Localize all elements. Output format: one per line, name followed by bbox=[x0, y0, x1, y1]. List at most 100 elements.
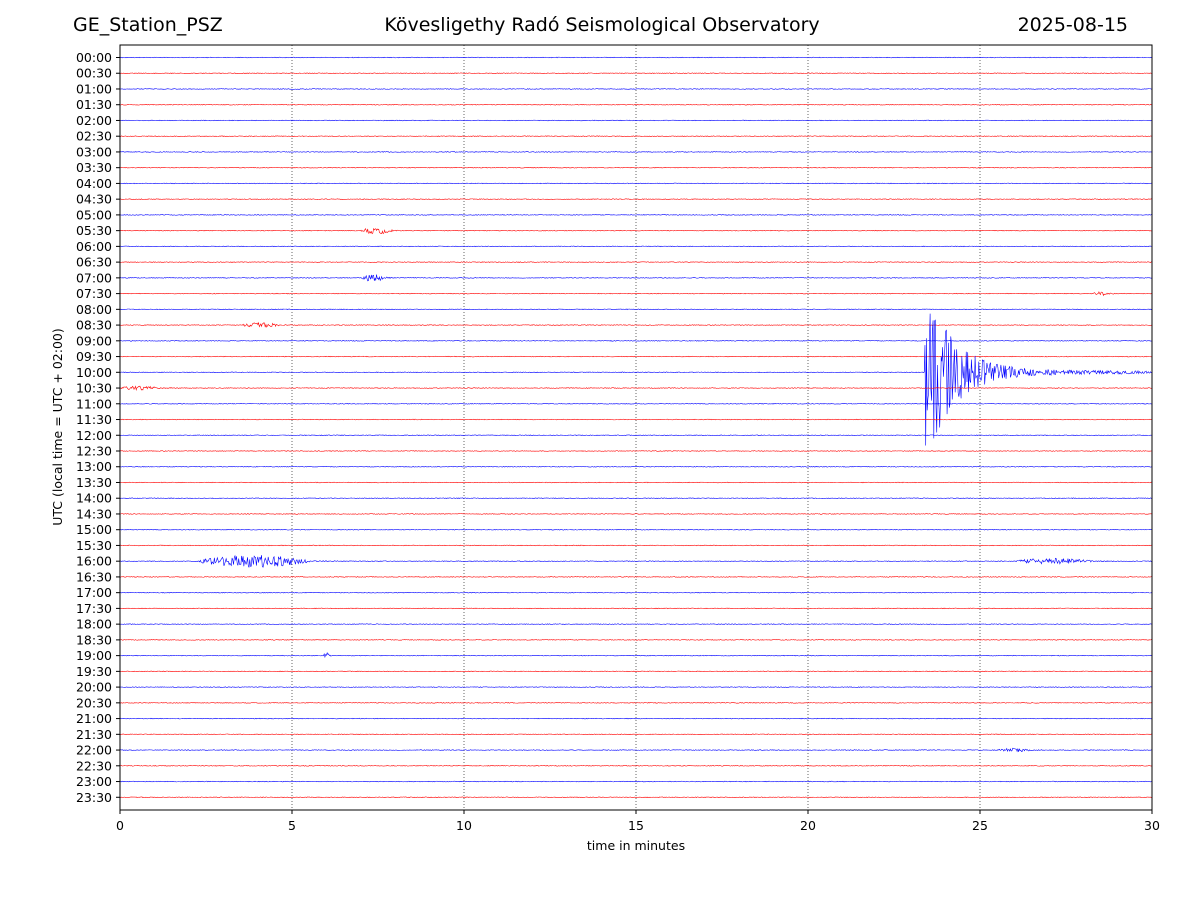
row-label-18:00: 18:00 bbox=[76, 617, 112, 632]
trace-15:00 bbox=[119, 528, 1153, 531]
x-tick-label-20: 20 bbox=[800, 818, 816, 833]
row-label-18:30: 18:30 bbox=[76, 632, 112, 647]
x-tick-label-0: 0 bbox=[116, 818, 124, 833]
trace-14:30 bbox=[119, 513, 1153, 515]
row-label-16:30: 16:30 bbox=[76, 569, 112, 584]
trace-04:00 bbox=[119, 182, 1153, 185]
row-label-13:00: 13:00 bbox=[76, 459, 112, 474]
trace-12:00 bbox=[119, 434, 1153, 436]
row-label-12:00: 12:00 bbox=[76, 428, 112, 443]
x-tick-label-5: 5 bbox=[288, 818, 296, 833]
trace-00:30 bbox=[119, 72, 1153, 74]
trace-20:30 bbox=[119, 702, 1153, 704]
trace-00:00 bbox=[119, 56, 1153, 59]
x-ticks: 0 5 10 15 20 25 30 bbox=[116, 810, 1160, 833]
trace-04:30 bbox=[119, 198, 1153, 200]
trace-17:30 bbox=[119, 607, 1153, 610]
trace-18:30 bbox=[119, 639, 1153, 641]
row-label-09:00: 09:00 bbox=[76, 333, 112, 348]
row-label-08:30: 08:30 bbox=[76, 318, 112, 333]
x-tick-label-25: 25 bbox=[972, 818, 988, 833]
row-label-08:00: 08:00 bbox=[76, 302, 112, 317]
trace-20:00 bbox=[119, 686, 1153, 688]
trace-14:00 bbox=[119, 497, 1153, 499]
row-label-10:30: 10:30 bbox=[76, 381, 112, 396]
trace-18:00 bbox=[119, 623, 1153, 625]
row-label-20:30: 20:30 bbox=[76, 695, 112, 710]
x-tick-label-15: 15 bbox=[628, 818, 644, 833]
row-labels: 00:0000:3001:0001:3002:0002:3003:0003:30… bbox=[76, 50, 120, 805]
row-label-14:30: 14:30 bbox=[76, 506, 112, 521]
row-label-15:30: 15:30 bbox=[76, 538, 112, 553]
trace-02:00 bbox=[119, 119, 1153, 122]
row-label-15:00: 15:00 bbox=[76, 522, 112, 537]
trace-19:30 bbox=[119, 670, 1153, 673]
station-title: GE_Station_PSZ bbox=[73, 14, 223, 36]
row-label-04:30: 04:30 bbox=[76, 192, 112, 207]
trace-09:00 bbox=[119, 340, 1153, 342]
trace-03:00 bbox=[119, 151, 1153, 153]
trace-01:30 bbox=[119, 104, 1153, 106]
trace-10:00 bbox=[119, 313, 1153, 446]
row-label-07:00: 07:00 bbox=[76, 270, 112, 285]
row-label-02:30: 02:30 bbox=[76, 129, 112, 144]
trace-13:00 bbox=[119, 466, 1153, 468]
row-label-19:30: 19:30 bbox=[76, 664, 112, 679]
x-tick-label-30: 30 bbox=[1144, 818, 1160, 833]
trace-17:00 bbox=[119, 591, 1153, 594]
row-label-11:00: 11:00 bbox=[76, 396, 112, 411]
trace-08:30 bbox=[119, 321, 1153, 328]
row-label-22:30: 22:30 bbox=[76, 758, 112, 773]
date-title: 2025-08-15 bbox=[1017, 14, 1128, 36]
x-tick-label-10: 10 bbox=[456, 818, 472, 833]
row-label-01:00: 01:00 bbox=[76, 81, 112, 96]
row-label-20:00: 20:00 bbox=[76, 680, 112, 695]
row-label-01:30: 01:30 bbox=[76, 97, 112, 112]
row-label-06:30: 06:30 bbox=[76, 255, 112, 270]
row-label-00:30: 00:30 bbox=[76, 66, 112, 81]
row-label-07:30: 07:30 bbox=[76, 286, 112, 301]
trace-07:30 bbox=[119, 291, 1153, 297]
trace-15:30 bbox=[119, 544, 1153, 547]
trace-11:00 bbox=[119, 403, 1153, 405]
row-label-04:00: 04:00 bbox=[76, 176, 112, 191]
trace-13:30 bbox=[119, 481, 1153, 484]
row-label-10:00: 10:00 bbox=[76, 365, 112, 380]
trace-16:30 bbox=[119, 576, 1153, 578]
trace-21:00 bbox=[119, 717, 1153, 720]
row-label-11:30: 11:30 bbox=[76, 412, 112, 427]
x-axis-label: time in minutes bbox=[587, 838, 685, 853]
trace-09:30 bbox=[119, 355, 1153, 358]
row-label-21:00: 21:00 bbox=[76, 711, 112, 726]
grid-lines bbox=[291, 45, 981, 810]
row-label-02:00: 02:00 bbox=[76, 113, 112, 128]
trace-22:00 bbox=[119, 747, 1153, 753]
row-label-05:00: 05:00 bbox=[76, 207, 112, 222]
row-label-23:00: 23:00 bbox=[76, 774, 112, 789]
row-label-09:30: 09:30 bbox=[76, 349, 112, 364]
row-label-13:30: 13:30 bbox=[76, 475, 112, 490]
trace-23:00 bbox=[119, 780, 1152, 783]
trace-06:00 bbox=[119, 245, 1153, 248]
traces bbox=[119, 56, 1153, 799]
trace-03:30 bbox=[119, 166, 1153, 169]
trace-10:30 bbox=[119, 385, 1153, 392]
trace-11:30 bbox=[119, 418, 1153, 421]
row-label-14:00: 14:00 bbox=[76, 491, 112, 506]
trace-01:00 bbox=[119, 88, 1153, 90]
row-label-00:00: 00:00 bbox=[76, 50, 112, 65]
row-label-22:00: 22:00 bbox=[76, 743, 112, 758]
row-label-03:30: 03:30 bbox=[76, 160, 112, 175]
trace-06:30 bbox=[119, 261, 1153, 263]
y-axis-label: UTC (local time = UTC + 02:00) bbox=[50, 328, 65, 526]
row-label-17:00: 17:00 bbox=[76, 585, 112, 600]
trace-19:00 bbox=[119, 652, 1153, 659]
trace-23:30 bbox=[119, 796, 1153, 799]
row-label-17:30: 17:30 bbox=[76, 601, 112, 616]
trace-02:30 bbox=[119, 135, 1153, 137]
row-label-19:00: 19:00 bbox=[76, 648, 112, 663]
row-label-21:30: 21:30 bbox=[76, 727, 112, 742]
row-label-05:30: 05:30 bbox=[76, 223, 112, 238]
observatory-title: Kövesligethy Radó Seismological Observat… bbox=[384, 14, 820, 36]
trace-08:00 bbox=[119, 308, 1153, 311]
